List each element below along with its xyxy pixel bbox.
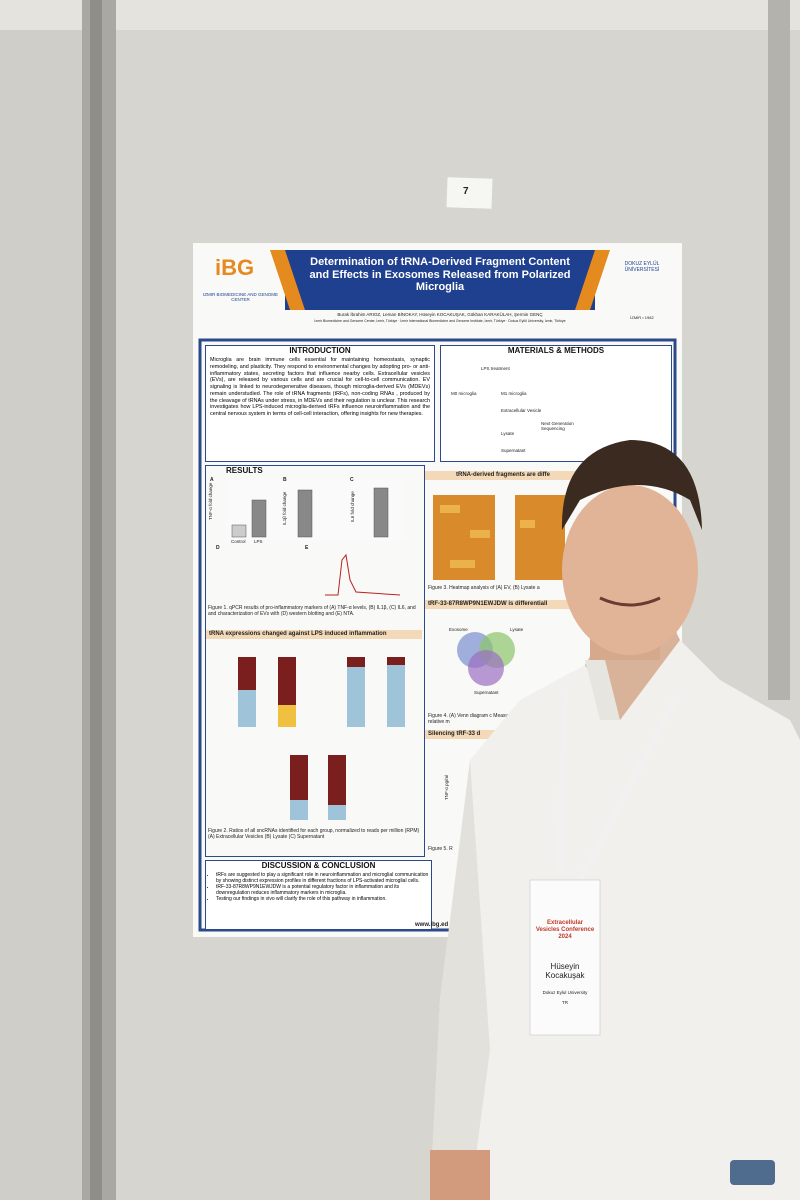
badge-country: TR: [562, 1000, 568, 1005]
group-label: Control: [231, 539, 246, 544]
section-band: tRF-33-87R8WP9N1EWJDW is differentiall: [425, 600, 581, 609]
method-label: M0 microglia: [451, 391, 477, 396]
badge-affiliation: Dokuz Eylul University: [542, 990, 588, 995]
figure-caption: Figure 1. qPCR results of pro-inflammato…: [208, 605, 416, 617]
section-heading: RESULTS: [226, 466, 263, 475]
figure-caption: Figure 4. (A) Venn diagram c Measurement…: [428, 713, 530, 725]
method-label: LPS treatment: [481, 366, 510, 371]
venn-label: Exosome: [449, 627, 468, 632]
group-label: LPS: [254, 539, 263, 544]
intro-text: Microglia are brain immune cells essenti…: [210, 357, 430, 417]
figure-caption: Figure 5. R: [428, 846, 453, 852]
method-label: M1 microglia: [501, 391, 527, 396]
university: DOKUZ EYLÜL ÜNİVERSİTESİ: [624, 261, 660, 273]
section-band: tRNA-derived fragments are diffe: [425, 471, 581, 480]
website: www.ibg.ed: [415, 922, 449, 928]
section-band: Silencing tRF-33 d: [425, 730, 551, 739]
badge-name: Hüseyin Kocakuşak: [545, 962, 585, 981]
discussion-box: DISCUSSION & CONCLUSION tRFs are suggest…: [205, 860, 432, 930]
bullet: Testing our findings in vivo will clarif…: [216, 896, 431, 902]
section-heading: INTRODUCTION: [289, 346, 351, 355]
badge-event: Extracellular Vesicles Conference 2024: [535, 920, 595, 940]
method-label: Extracellular Vesicle: [501, 408, 542, 413]
panel-label: D: [216, 545, 220, 551]
method-label: Lysate: [501, 431, 515, 436]
method-label: Supernatant: [501, 448, 526, 453]
results-box: RESULTS: [205, 465, 425, 857]
affiliations: İzmir Biomedicine and Genome Center, İzm…: [314, 319, 566, 323]
institute: IZMIR BIOMEDICINE AND GENOME CENTER: [203, 292, 279, 303]
bullet: tRFs are suggested to play a significant…: [216, 872, 431, 884]
wall-sign: 7: [463, 186, 469, 197]
authors: Burak İbrahim ARIOZ, Leman BİNOKAY, Hüse…: [337, 312, 543, 317]
panel-label: C: [350, 477, 354, 483]
figure-caption: Figure 3. Heatmap analysis of (A) EV, (B…: [428, 585, 540, 591]
bullet: tRF-33-87R8WP9N1EWJDW is a potential reg…: [216, 884, 431, 896]
venn-label: Lysate: [510, 627, 524, 632]
intro-box: INTRODUCTION Microglia are brain immune …: [205, 345, 435, 462]
section-heading: DISCUSSION & CONCLUSION: [261, 861, 376, 870]
panel-label: B: [283, 477, 287, 483]
method-label: Next Generation Sequencing: [541, 421, 574, 432]
logo: iBG: [215, 255, 255, 280]
section-heading: MATERIALS & METHODS: [507, 346, 605, 355]
panel-label: E: [305, 545, 309, 551]
poster-title: Determination of tRNA-Derived Fragment C…: [309, 256, 571, 294]
bullet-list: tRFs are suggested to play a significant…: [206, 872, 431, 902]
section-band: tRNA expressions changed against LPS ind…: [206, 630, 422, 639]
university-year: İZMİR • 1982: [630, 315, 654, 320]
panel-label: A: [210, 477, 214, 483]
venn-label: Supernatant: [474, 690, 499, 695]
figure-caption: Figure 2. Ratios of all sncRNAs identifi…: [208, 828, 420, 840]
